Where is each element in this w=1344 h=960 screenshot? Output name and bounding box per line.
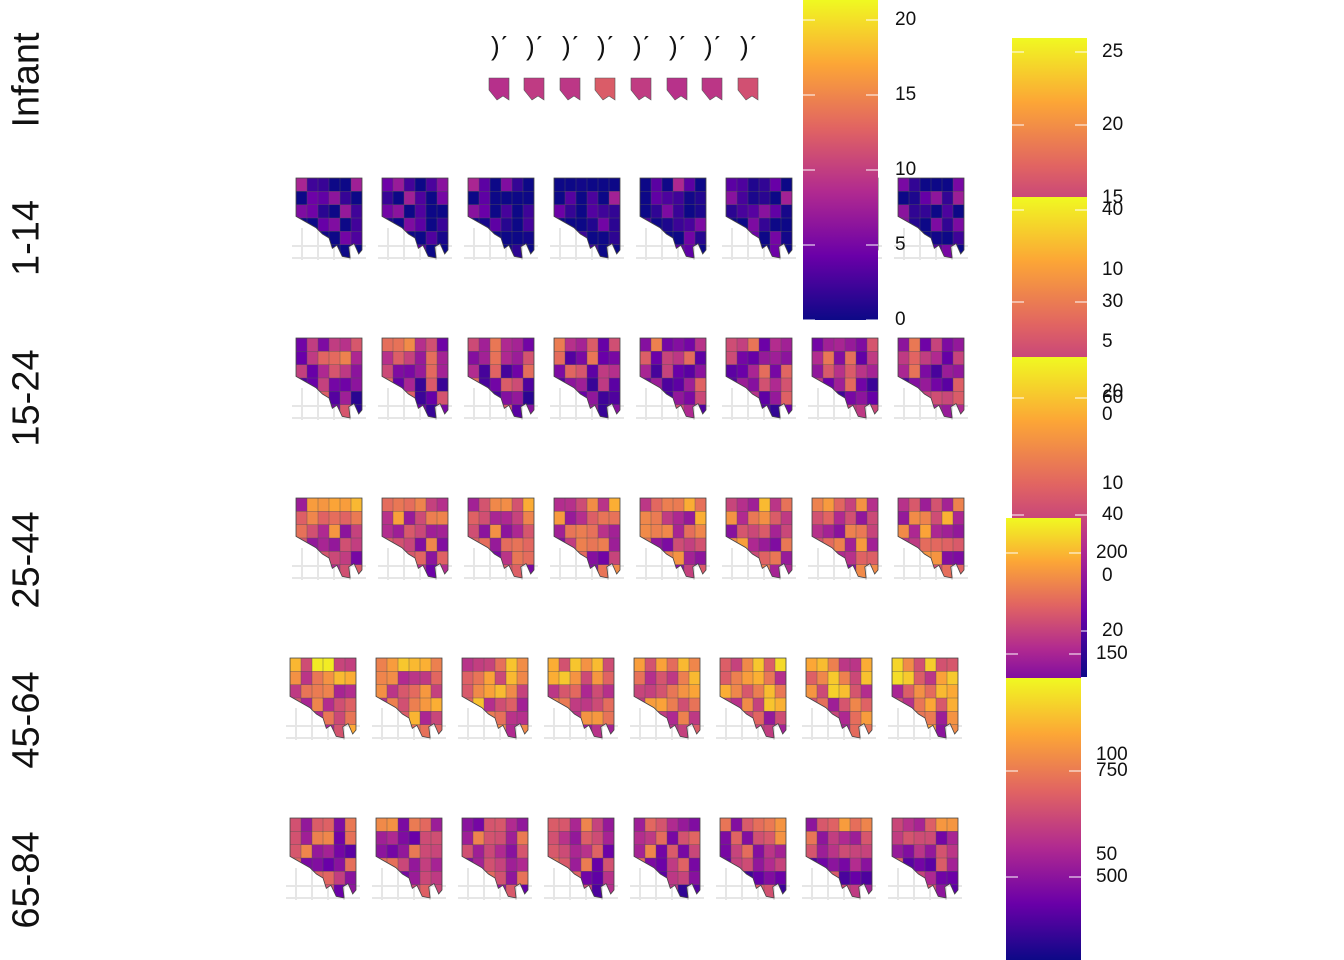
map-panel-r4-c5 bbox=[716, 657, 790, 740]
map-panel-r3-c2 bbox=[464, 497, 538, 580]
map-panel-r3-c6 bbox=[808, 497, 882, 580]
map-panel-r5-c3 bbox=[544, 817, 618, 900]
legend-c-tick-label: 20 bbox=[1102, 381, 1124, 402]
legend-b-tick-label: 25 bbox=[1102, 41, 1124, 62]
map-panel-r4-c6 bbox=[802, 657, 876, 740]
svg-text:)ˊ: )ˊ bbox=[669, 31, 686, 61]
map-panel-r3-c7 bbox=[894, 497, 968, 580]
map-panel-r5-c5 bbox=[716, 817, 790, 900]
map-panel-r4-c4 bbox=[630, 657, 704, 740]
map-panel-r2-c7 bbox=[894, 337, 968, 420]
map-panel-r5-c0 bbox=[286, 817, 360, 900]
map-panel-r1-c2 bbox=[464, 177, 538, 260]
legend-e-tick-label: 100 bbox=[1096, 744, 1128, 765]
map-panel-r2-c3 bbox=[550, 337, 624, 420]
map-panel-r4-c1 bbox=[372, 657, 446, 740]
legend-f-tick-label: 750 bbox=[1096, 760, 1128, 781]
map-panel-r2-c5 bbox=[722, 337, 796, 420]
legend-a-bar bbox=[803, 0, 878, 320]
legend-b-tick-label: 15 bbox=[1102, 187, 1124, 208]
map-panel-r1-c3 bbox=[550, 177, 624, 260]
svg-text:)ˊ: )ˊ bbox=[704, 31, 721, 61]
map-panel-r5-c2 bbox=[458, 817, 532, 900]
legend-b-tick-label: 10 bbox=[1102, 259, 1124, 280]
map-panel-r1-c7 bbox=[894, 177, 968, 260]
map-panel-r1-c1 bbox=[378, 177, 452, 260]
map-panel-r5-c7 bbox=[888, 817, 962, 900]
legend-b-tick-label: 5 bbox=[1102, 331, 1113, 352]
map-panel-infant-1: )ˊ bbox=[523, 31, 545, 101]
map-panel-r3-c5 bbox=[722, 497, 796, 580]
map-panel-infant-6: )ˊ bbox=[701, 31, 723, 101]
map-panel-r2-c2 bbox=[464, 337, 538, 420]
map-panel-infant-5: )ˊ bbox=[666, 31, 688, 101]
map-panel-r1-c5 bbox=[722, 177, 796, 260]
legend-b-tick-label: 0 bbox=[1102, 404, 1113, 425]
legend-a-tick-label: 5 bbox=[895, 234, 906, 255]
legend-b-tick-label: 20 bbox=[1102, 114, 1124, 135]
map-panel-r3-c4 bbox=[636, 497, 710, 580]
legend-f-bar bbox=[1006, 678, 1081, 960]
map-panel-r3-c1 bbox=[378, 497, 452, 580]
map-panel-infant-2: )ˊ bbox=[559, 31, 581, 101]
map-panel-r4-c3 bbox=[544, 657, 618, 740]
map-panel-r2-c4 bbox=[636, 337, 710, 420]
map-panel-infant-4: )ˊ bbox=[630, 31, 652, 101]
legend-e-tick-label: 200 bbox=[1096, 542, 1128, 563]
legend-bars bbox=[803, 0, 1087, 960]
svg-text:)ˊ: )ˊ bbox=[597, 31, 614, 61]
legend-a-tick-label: 20 bbox=[895, 9, 917, 30]
map-panel-infant-7: )ˊ bbox=[737, 31, 759, 101]
map-panel-r4-c2 bbox=[458, 657, 532, 740]
map-panel-r5-c4 bbox=[630, 817, 704, 900]
map-panel-r5-c1 bbox=[372, 817, 446, 900]
svg-text:)ˊ: )ˊ bbox=[526, 31, 543, 61]
legend-a-tick-label: 0 bbox=[895, 309, 906, 330]
legend-c-tick-label: 40 bbox=[1102, 199, 1124, 220]
legend-a-tick-label: 10 bbox=[895, 159, 917, 180]
map-panel-r2-c6 bbox=[808, 337, 882, 420]
legend-d-tick-label: 20 bbox=[1102, 620, 1124, 641]
legend-c-tick-label: 30 bbox=[1102, 291, 1124, 312]
map-panel-infant-3: )ˊ bbox=[594, 31, 616, 101]
legend-e-tick-label: 150 bbox=[1096, 643, 1128, 664]
map-panel-infant-0: )ˊ bbox=[488, 31, 510, 101]
map-panel-r4-c0 bbox=[286, 657, 360, 740]
map-panel-r2-c1 bbox=[378, 337, 452, 420]
svg-text:)ˊ: )ˊ bbox=[740, 31, 757, 61]
map-panel-r3-c0 bbox=[292, 497, 366, 580]
svg-text:)ˊ: )ˊ bbox=[633, 31, 650, 61]
map-panel-r2-c0 bbox=[292, 337, 366, 420]
map-panel-r3-c3 bbox=[550, 497, 624, 580]
map-panel-r4-c7 bbox=[888, 657, 962, 740]
legend-c-tick-label: 0 bbox=[1102, 565, 1113, 586]
map-panel-r5-c6 bbox=[802, 817, 876, 900]
map-panel-r1-c4 bbox=[636, 177, 710, 260]
svg-text:)ˊ: )ˊ bbox=[491, 31, 508, 61]
legend-d-tick-label: 60 bbox=[1102, 387, 1124, 408]
legend-c-tick-label: 10 bbox=[1102, 473, 1124, 494]
map-panel-r1-c0 bbox=[292, 177, 366, 260]
legend-e-tick-label: 50 bbox=[1096, 844, 1118, 865]
legend-f-tick-label: 500 bbox=[1096, 866, 1128, 887]
legend-d-tick-label: 40 bbox=[1102, 504, 1124, 525]
svg-text:)ˊ: )ˊ bbox=[562, 31, 579, 61]
legend-a-tick-label: 15 bbox=[895, 84, 917, 105]
